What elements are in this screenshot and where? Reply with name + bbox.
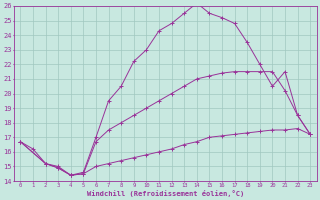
X-axis label: Windchill (Refroidissement éolien,°C): Windchill (Refroidissement éolien,°C) — [87, 190, 244, 197]
